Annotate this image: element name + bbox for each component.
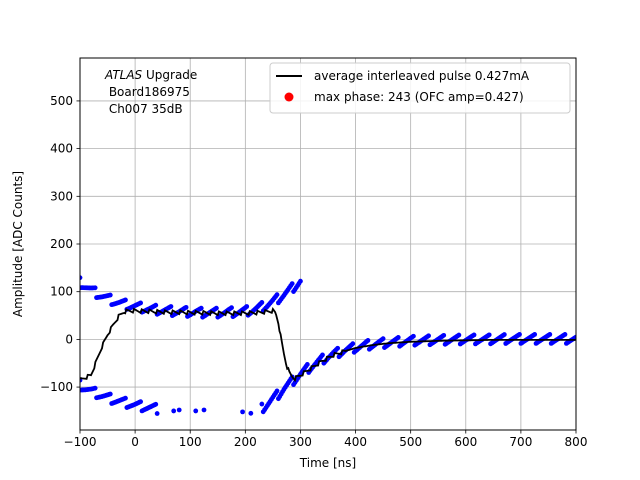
y-axis-label: Amplitude [ADC Counts]: [11, 171, 25, 317]
y-tick-label: 400: [50, 142, 73, 156]
y-tick-label: 200: [50, 237, 73, 251]
data-point: [92, 285, 98, 291]
data-point: [154, 411, 160, 416]
data-point: [240, 409, 245, 415]
data-point: [153, 302, 159, 308]
legend-entry-max-phase: max phase: 243 (OFC amp=0.427): [314, 90, 524, 104]
data-point: [380, 336, 386, 342]
axis-ticks: −100 0 100 200 300 400 500 600 700 800 −100 0 100 200…: [40, 94, 587, 449]
data-point: [350, 341, 356, 347]
data-point: [426, 333, 431, 339]
upgrade-label: Upgrade: [142, 68, 197, 82]
data-point: [123, 297, 128, 303]
x-tick-label: 0: [131, 435, 139, 449]
data-point: [411, 333, 416, 339]
x-tick-label: 500: [399, 435, 422, 449]
data-point: [486, 332, 492, 338]
data-point: [123, 395, 128, 401]
data-point: [441, 332, 447, 338]
svg-text:ATLAS Upgrade: ATLAS Upgrade: [104, 68, 197, 82]
atlas-label: ATLAS: [104, 68, 143, 82]
data-point: [92, 385, 98, 391]
legend-entry-average-pulse: average interleaved pulse 0.427mA: [314, 69, 530, 83]
y-tick-label: −100: [40, 380, 73, 394]
data-point: [107, 292, 113, 298]
data-point: [456, 332, 462, 338]
data-point: [244, 304, 250, 309]
average-pulse-line: [80, 306, 576, 383]
data-point: [471, 332, 477, 338]
data-point: [176, 407, 182, 413]
data-point: [289, 281, 295, 287]
x-tick-label: 600: [454, 435, 477, 449]
data-point: [320, 352, 325, 358]
channel-label: Ch007 35dB: [105, 102, 183, 116]
data-point: [183, 304, 189, 310]
data-point: [562, 332, 568, 337]
data-point: [532, 332, 538, 337]
data-point: [171, 408, 177, 414]
data-point: [248, 410, 254, 416]
x-tick-label: 300: [289, 435, 312, 449]
data-point: [153, 401, 159, 407]
data-point: [395, 334, 401, 340]
y-tick-label: 500: [50, 94, 73, 108]
board-label: Board186975: [105, 85, 190, 99]
x-tick-label: 700: [509, 435, 532, 449]
atlas-annotation: ATLAS Upgrade Board186975 Ch007 35dB: [104, 68, 197, 116]
data-point: [201, 407, 207, 413]
data-point: [80, 275, 83, 281]
data-point: [198, 305, 204, 311]
data-point: [274, 388, 280, 394]
data-point: [214, 305, 219, 311]
data-point: [259, 300, 265, 305]
data-point: [259, 401, 265, 407]
data-point: [335, 345, 341, 351]
y-tick-label: 100: [50, 285, 73, 299]
legend-box: [269, 62, 571, 114]
x-tick-label: 400: [344, 435, 367, 449]
x-tick-label: 200: [234, 435, 257, 449]
data-point: [517, 332, 522, 337]
x-axis-label: Time [ns]: [299, 456, 356, 470]
x-tick-label: −100: [64, 435, 97, 449]
y-tick-label: 0: [65, 332, 73, 346]
data-point: [229, 305, 234, 311]
legend-marker-swatch: [284, 92, 294, 102]
data-point: [501, 332, 507, 337]
data-layer: [80, 275, 576, 416]
data-point: [168, 304, 174, 309]
data-point: [547, 332, 553, 337]
data-point: [138, 300, 144, 306]
y-tick-label: 300: [50, 189, 73, 203]
legend: average interleaved pulse 0.427mA max ph…: [269, 62, 571, 114]
data-point: [107, 391, 113, 397]
x-tick-label: 100: [179, 435, 202, 449]
data-points-group: [80, 275, 576, 416]
data-point: [138, 399, 144, 405]
data-point: [298, 278, 303, 284]
data-point: [573, 334, 576, 340]
data-point: [274, 292, 280, 298]
data-point: [304, 362, 310, 367]
x-tick-label: 800: [565, 435, 588, 449]
data-point: [365, 338, 371, 343]
data-point: [193, 408, 199, 414]
